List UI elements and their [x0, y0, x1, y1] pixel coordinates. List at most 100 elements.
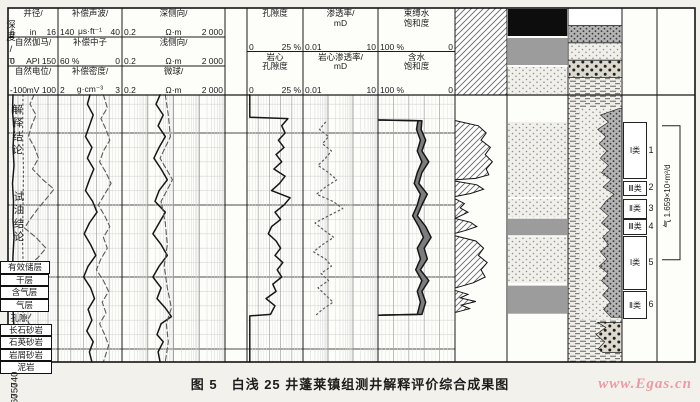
header-t1-row1-scale-l: 6 — [10, 27, 15, 37]
header-t1-row2-title: 自然伽马/ — [8, 37, 58, 48]
header-t3-row1-scale-r: 2 000 — [201, 27, 223, 37]
test-column-header: 试油结论 — [0, 174, 38, 261]
effective-reservoir-blob — [454, 120, 494, 181]
interp-interval-number: 5 — [648, 256, 654, 267]
header-t1-row3-line: 自然电位/ — [14, 66, 52, 76]
lith-legend-label: 石英砂岩 — [0, 336, 52, 349]
header-t5-row1-line: mD — [333, 17, 348, 28]
header-t5-row2-title: 岩心渗透率/mD — [303, 52, 378, 72]
header-t6-row1-scale: 100 % 0 — [378, 41, 455, 52]
curve-束缚水饱和度 — [378, 119, 425, 316]
fluid-band — [508, 285, 567, 314]
header-t4-row1-line: 孔隙度 — [262, 8, 288, 18]
header-t3-row1: 深侧向/0.2 Ω·m 2 000 — [122, 8, 225, 37]
interp-column-header-char: 解 — [12, 104, 23, 117]
depth-column-header-char: 深 — [6, 19, 16, 31]
effective-reservoir-label: 有效储层 — [0, 261, 50, 274]
header-t4-row2-scale-l: 0 — [249, 85, 254, 95]
lith-mud-stripe — [568, 95, 580, 362]
fluid-legend-swatch — [508, 9, 567, 36]
curve-含水饱和度 — [378, 119, 432, 316]
interp-class-box: Ⅲ类 — [623, 180, 647, 197]
header-t5-row2-line: 岩心渗透率/ — [318, 51, 363, 62]
header-t3-row3: 微球/0.2 Ω·m 2 000 — [122, 66, 225, 95]
header-t2-row1-scale-c: μs·ft⁻¹ — [77, 26, 103, 36]
curve-深侧向 — [152, 94, 173, 363]
borders — [7, 7, 696, 363]
fluid-legend-swatch — [508, 67, 567, 94]
lith-coarse-patch — [595, 322, 623, 353]
test-column-header-char: 油 — [13, 204, 25, 217]
interp-interval-number: 3 — [648, 202, 654, 213]
header-t4-row2-line: 岩心 — [266, 51, 284, 62]
header-t3-row2: 浅侧向/0.2 Ω·m 2 000 — [122, 37, 225, 66]
lith-legend-label: 孔隙 — [10, 312, 28, 323]
test-column-header-char: 试 — [13, 191, 25, 204]
header-t1-row1-scale-r: 16 — [46, 27, 56, 37]
header-t6-row2-scale: 100 % 0 — [378, 84, 455, 95]
fluid-band — [508, 236, 567, 283]
header-t4-row1-scale-l: 0 — [249, 41, 254, 52]
depth-column-header-char: 度 — [6, 31, 16, 43]
header-t2-row3-scale: 2 g·cm⁻³ 3 — [58, 84, 122, 95]
header-t1-row2-scale-r: 150 — [41, 56, 56, 66]
header-t2-row3: 补偿密度/2 g·cm⁻³ 3 — [58, 66, 122, 95]
header-t4-row2-line: 孔隙度 — [262, 61, 288, 72]
watermark: www.Egas.cn — [598, 376, 692, 392]
header-t6-row1-line: 饱和度 — [403, 17, 430, 28]
lith-legend-swatch — [569, 43, 621, 60]
fluid-legend-swatch — [508, 38, 567, 65]
interp-interval-number: 1 — [648, 144, 654, 155]
interp-column-header-char: 结 — [12, 130, 23, 143]
fluid-legend-label: 含气层 — [0, 286, 49, 299]
test-column-header-char: 结 — [13, 217, 25, 230]
interp-column-header-char: 释 — [12, 117, 23, 130]
header-t1-row2-line: 自然伽马/ — [14, 37, 52, 47]
fluid-band — [508, 122, 567, 198]
header-t5-row2-scale-r: 10 — [366, 85, 376, 95]
header-t6-row2-scale-l: 100 % — [380, 85, 405, 95]
header-t2-row1: 补偿声波/140 μs·ft⁻¹ 40 — [58, 8, 122, 37]
header-t6-row1-scale-l: 100 % — [380, 41, 405, 52]
header-t4-row1-scale: 0 25 % — [247, 41, 303, 52]
header-t2-row2-scale-r: 0 — [115, 56, 120, 66]
header-t2-row2-scale: 60 % 0 — [58, 55, 122, 66]
test-column-header-char: 论 — [13, 230, 25, 243]
interp-interval-number: 2 — [648, 182, 654, 193]
header-t4-row1: 孔隙度 0 25 % — [247, 8, 303, 52]
header-t3-row1-title: 深侧向/ — [122, 8, 225, 19]
header-t2-row2-line: 补偿中子 — [72, 37, 107, 47]
lith-legend-swatch — [569, 60, 621, 78]
header-t2-row2-scale-l: 60 % — [60, 56, 80, 66]
header-t3-row1-scale-l: 0.2 — [124, 27, 136, 37]
header-t2-row1-scale-l: 140 — [60, 27, 75, 37]
test-result-text: 气 1.659×10⁴m³/d — [663, 164, 672, 228]
header-t3-row3-scale-l: 0.2 — [124, 85, 136, 95]
lith-legend-swatch — [569, 8, 621, 25]
curve-孔隙度 — [249, 94, 291, 363]
header-t2-row1-scale: 140 μs·ft⁻¹ 40 — [58, 26, 122, 37]
header-t3-row2-scale: 0.2 Ω·m 2 000 — [122, 55, 225, 66]
header-t1-row1-title: 井径/ — [8, 8, 58, 19]
interp-interval-number: 6 — [648, 299, 654, 310]
lith-legend-label: 长石砂岩 — [0, 323, 52, 337]
lith-band — [568, 94, 622, 108]
header-t4-row1-title: 孔隙度 — [247, 8, 303, 19]
header-t2-row1-scale-r: 40 — [110, 27, 120, 37]
lith-legend-label: 泥岩 — [0, 361, 52, 374]
curve-自然伽马 — [22, 94, 55, 363]
header-t3-row2-line: 浅侧向/ — [159, 37, 188, 47]
header-t3-row1-line: 深侧向/ — [159, 8, 188, 18]
header-t6-row2-scale-r: 0 — [448, 85, 453, 95]
header-t3-row3-scale-c: Ω·m — [165, 85, 182, 95]
saturation-fill — [378, 120, 432, 316]
header-t5-row1-title: 渗透率/mD — [303, 8, 378, 28]
lith-legend-label: 岩屑砂岩 — [0, 348, 52, 362]
depth-column-header-char: / — [9, 43, 13, 55]
header-t2-row3-scale-c: g·cm⁻³ — [76, 84, 104, 94]
header-t6-row2-title: 含水 饱和度 — [378, 52, 455, 72]
header-t1-row2-scale-l: 0 — [10, 56, 15, 66]
header-t2-row3-line: 补偿密度/ — [71, 66, 109, 76]
